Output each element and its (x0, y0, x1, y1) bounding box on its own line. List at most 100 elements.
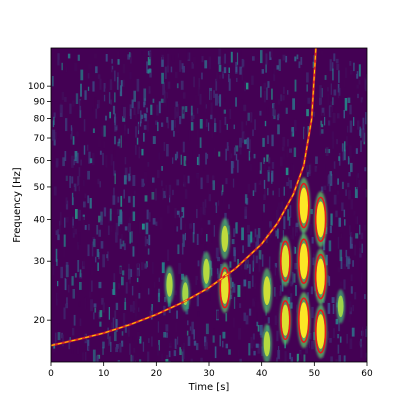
noise-streak (232, 178, 235, 188)
noise-streak (124, 157, 127, 165)
noise-streak (186, 48, 190, 60)
noise-streak (169, 195, 171, 203)
noise-streak (173, 130, 175, 137)
noise-streak (250, 112, 253, 123)
noise-streak (130, 206, 133, 219)
noise-streak (291, 127, 295, 134)
noise-streak (321, 107, 325, 116)
noise-streak (138, 108, 140, 115)
noise-streak (169, 340, 172, 346)
noise-streak (219, 209, 222, 216)
noise-streak (111, 214, 114, 225)
hotspot-core (299, 302, 308, 339)
noise-streak (157, 344, 159, 356)
noise-streak (87, 345, 90, 350)
noise-streak (196, 293, 199, 307)
noise-streak (243, 279, 247, 287)
noise-streak (222, 192, 225, 203)
noise-streak (226, 209, 228, 221)
noise-streak (59, 212, 62, 225)
noise-streak (65, 67, 68, 73)
noise-streak (143, 125, 147, 130)
noise-streak (184, 232, 186, 241)
noise-streak (355, 227, 359, 235)
noise-streak (325, 146, 329, 156)
hotspot-layer (164, 177, 346, 362)
noise-streak (222, 55, 226, 66)
noise-streak (196, 204, 198, 210)
noise-streak (215, 292, 219, 301)
noise-streak (167, 249, 170, 261)
noise-streak (114, 173, 116, 185)
noise-streak (93, 238, 96, 248)
noise-streak (215, 93, 218, 106)
noise-streak (189, 149, 193, 160)
noise-streak (200, 237, 204, 244)
noise-streak (182, 234, 185, 247)
noise-streak (133, 90, 136, 102)
noise-streak (136, 303, 139, 315)
noise-streak (111, 58, 113, 64)
noise-streak (112, 317, 115, 329)
noise-streak (69, 337, 71, 343)
noise-streak (112, 282, 116, 295)
noise-streak (288, 177, 290, 182)
noise-streak (115, 116, 118, 127)
y-axis-ticks: 20 30 40 50 60 70 80 90 100 (28, 82, 51, 326)
noise-streak (228, 204, 230, 209)
noise-streak (272, 190, 274, 196)
noise-streak (60, 103, 62, 113)
noise-streak (65, 278, 67, 291)
noise-streak (79, 100, 82, 106)
noise-streak (319, 97, 322, 106)
noise-streak (296, 54, 299, 60)
noise-streak (339, 249, 343, 262)
noise-streak (84, 297, 87, 310)
noise-streak (305, 346, 308, 354)
noise-streak (183, 343, 185, 350)
noise-streak (343, 279, 346, 290)
noise-streak (236, 159, 239, 173)
noise-streak (185, 106, 188, 112)
noise-streak (264, 187, 266, 199)
noise-streak (88, 63, 92, 70)
noise-streak (196, 156, 199, 165)
noise-streak (333, 161, 336, 169)
noise-streak (287, 90, 289, 95)
noise-streak (228, 249, 230, 258)
contour-ring (297, 238, 310, 285)
noise-streak (156, 104, 159, 116)
noise-streak (275, 293, 278, 300)
noise-streak (343, 110, 345, 119)
noise-streak (283, 186, 285, 196)
noise-streak (172, 312, 176, 320)
noise-streak (199, 93, 202, 105)
noise-streak (83, 179, 85, 187)
noise-streak (243, 312, 247, 322)
noise-streak (176, 179, 180, 186)
noise-streak (356, 71, 359, 79)
noise-streak (206, 234, 208, 242)
noise-streak (332, 68, 334, 81)
noise-streak (264, 161, 266, 169)
noise-streak (231, 239, 235, 245)
noise-streak (319, 125, 322, 136)
noise-streak (336, 139, 338, 145)
noise-streak (222, 331, 226, 339)
noise-streak (141, 178, 145, 188)
noise-streak (334, 179, 337, 190)
noise-streak (252, 298, 256, 307)
noise-streak (213, 90, 215, 98)
noise-streak (315, 156, 318, 164)
noise-streak (54, 332, 57, 343)
noise-streak (288, 216, 291, 226)
noise-streak (228, 139, 231, 146)
noise-streak (229, 148, 231, 161)
noise-streak (98, 281, 102, 289)
noise-streak (66, 216, 69, 223)
noise-streak (267, 317, 270, 324)
noise-streak (177, 336, 179, 345)
noise-streak (108, 307, 110, 320)
noise-streak (138, 221, 142, 234)
noise-streak (121, 276, 124, 286)
